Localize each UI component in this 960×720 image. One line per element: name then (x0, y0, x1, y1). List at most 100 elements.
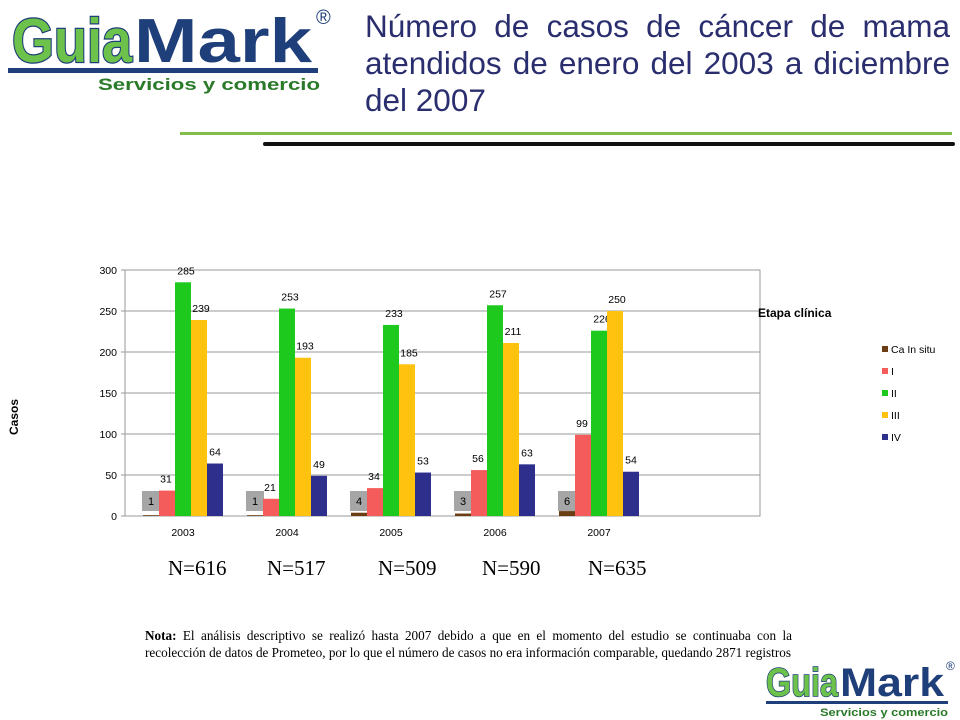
bar (295, 357, 311, 516)
footnote: Nota: El análisis descriptivo se realizó… (145, 627, 792, 661)
footer-logo-underline (766, 701, 948, 704)
y-tick-label: 250 (99, 306, 117, 318)
x-tick-label: 2005 (379, 527, 403, 539)
data-label: 6 (564, 496, 570, 508)
logo-tagline: Servicios y comercio (98, 75, 320, 94)
bar (263, 498, 279, 516)
legend-swatch (882, 346, 888, 352)
bar (575, 434, 591, 516)
legend-swatch (882, 412, 888, 418)
data-label: 193 (296, 341, 314, 353)
legend-label: III (891, 410, 900, 422)
data-label: 1 (252, 496, 258, 508)
data-label-box (454, 491, 472, 511)
y-axis-title: Casos (7, 399, 21, 435)
legend-swatch (882, 368, 888, 374)
guiamark-logo: Guia Mark ® Servicios y comercio (8, 6, 331, 94)
data-label: 257 (489, 288, 507, 300)
footer-logo-registered: ® (946, 659, 955, 673)
bar (279, 308, 295, 516)
legend-label: I (891, 366, 894, 378)
bar (399, 364, 415, 516)
bar (159, 490, 175, 516)
total-label-2007: N=635 (588, 556, 647, 580)
data-label: 63 (521, 447, 533, 459)
data-label: 250 (608, 294, 626, 306)
bar (383, 324, 399, 516)
bar (191, 320, 207, 516)
data-label-box (142, 491, 160, 511)
bar (311, 475, 327, 516)
footer-logo-name-part2: Mark (840, 661, 945, 705)
total-label-2005: N=509 (378, 556, 437, 580)
logo-underline (8, 68, 318, 73)
x-tick-label: 2007 (587, 527, 611, 539)
legend-label: Ca In situ (891, 344, 936, 356)
data-label-box (558, 491, 576, 511)
x-tick-label: 2004 (275, 527, 299, 539)
legend-swatch (882, 390, 888, 396)
footnote-text: El análisis descriptivo se realizó hasta… (145, 628, 792, 660)
data-label: 253 (281, 292, 299, 304)
bar (487, 305, 503, 516)
y-tick-label: 200 (99, 347, 117, 359)
data-label: 233 (385, 308, 403, 320)
data-label: 21 (264, 482, 276, 494)
data-label: 49 (313, 459, 325, 471)
y-tick-label: 150 (99, 388, 117, 400)
guiamark-logo-footer: Guia Mark ® Servicios y comercio (765, 659, 955, 719)
bar (455, 513, 471, 516)
data-label: 4 (356, 496, 362, 508)
data-label: 54 (625, 455, 637, 467)
data-label: 31 (160, 474, 172, 486)
logo-registered: ® (316, 7, 331, 29)
data-label: 1 (148, 496, 154, 508)
y-tick-label: 0 (111, 511, 117, 523)
data-label: 56 (472, 453, 484, 465)
data-label-box (246, 491, 264, 511)
bar (351, 512, 367, 516)
logo-name-part1: Guia (12, 7, 132, 76)
bar (607, 311, 623, 516)
footnote-label: Nota: (145, 628, 177, 643)
title-rule-green (180, 132, 952, 135)
bar (175, 282, 191, 516)
legend-label: II (891, 388, 897, 400)
data-label: 99 (576, 418, 588, 430)
slide-title: Número de casos de cáncer de mama atendi… (365, 8, 950, 118)
bar (503, 342, 519, 516)
y-tick-label: 300 (99, 265, 117, 277)
logo-name-part2: Mark (134, 7, 313, 76)
data-label: 64 (209, 447, 221, 459)
total-label-2006: N=590 (482, 556, 541, 580)
data-label: 226 (593, 314, 611, 326)
data-label: 211 (505, 326, 522, 338)
bar (207, 463, 223, 516)
data-label: 239 (192, 303, 210, 315)
bar (519, 464, 535, 516)
y-tick-label: 50 (105, 470, 117, 482)
data-label-box (350, 491, 368, 511)
legend-swatch (882, 434, 888, 440)
y-tick-label: 100 (99, 429, 117, 441)
total-label-2004: N=517 (267, 556, 326, 580)
data-label: 34 (368, 471, 380, 483)
bar (367, 488, 383, 516)
bar (623, 471, 639, 516)
data-label: 3 (460, 496, 466, 508)
data-label: 185 (400, 347, 418, 359)
bar (591, 330, 607, 516)
group-totals: N=616 N=517 N=509 N=590 N=635 (0, 556, 960, 586)
data-label: 285 (177, 265, 195, 277)
title-rule-black (263, 142, 955, 146)
x-tick-label: 2006 (483, 527, 507, 539)
bar (415, 472, 431, 516)
total-label-2003: N=616 (168, 556, 227, 580)
legend-title: Etapa clínica (758, 306, 832, 320)
bar (143, 515, 159, 516)
x-tick-label: 2003 (171, 527, 195, 539)
footer-logo-name-part1: Guia (766, 661, 839, 705)
footer-logo-tagline: Servicios y comercio (820, 707, 948, 719)
legend-label: IV (891, 432, 901, 444)
